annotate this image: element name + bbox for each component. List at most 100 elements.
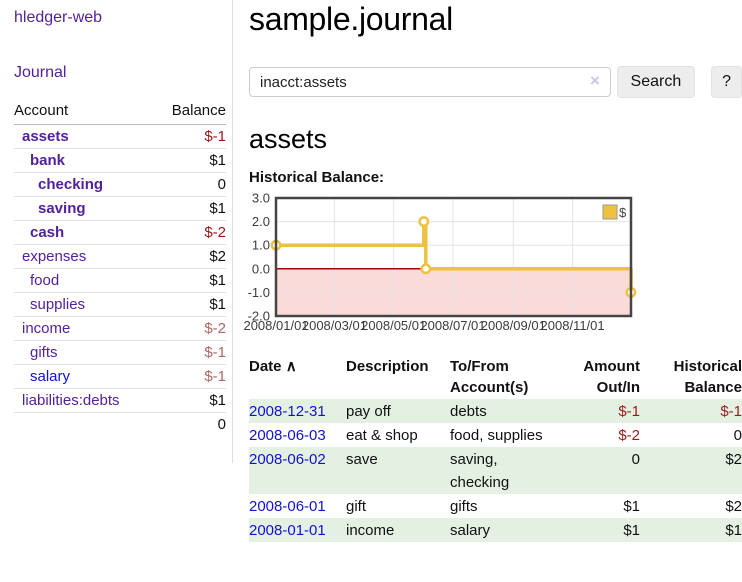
account-row: cash $-2 [14, 220, 226, 245]
register-body: 2008-12-31 pay off debts $-1 $-1 2008-06-03 ea… [249, 399, 742, 542]
transaction-accounts: saving, checking [450, 451, 510, 491]
account-row: assets $-1 [14, 124, 226, 149]
clear-search-icon[interactable]: × [590, 71, 600, 90]
transaction-description: eat & shop [346, 427, 418, 444]
transaction-accounts: food, supplies [450, 427, 543, 444]
sidebar: hledger-web Journal Account Balance asse… [0, 0, 233, 463]
transaction-description: save [346, 451, 378, 468]
register-col-description: Description [346, 358, 429, 375]
register-col-balance: Historical Balance [673, 358, 742, 396]
account-row: supplies $1 [14, 292, 226, 317]
sidebar-item-journal[interactable]: Journal [14, 64, 67, 81]
account-balance: $-1 [154, 340, 226, 365]
account-balance: $1 [154, 292, 226, 317]
transaction-balance: $2 [725, 451, 742, 468]
account-link-cash[interactable]: cash [30, 224, 65, 241]
svg-text:2008/07/01: 2008/07/01 [420, 318, 485, 333]
svg-text:2008/05/01: 2008/05/01 [361, 318, 426, 333]
register-row: 2008-06-01 gift gifts $1 $2 [249, 494, 742, 518]
account-balance: $1 [154, 388, 226, 413]
transaction-date-link[interactable]: 2008-12-31 [249, 403, 326, 420]
transaction-balance: $-1 [720, 403, 742, 420]
transaction-date-link[interactable]: 2008-01-01 [249, 522, 326, 539]
account-link-salary[interactable]: salary [30, 368, 71, 385]
register-row: 2008-06-02 save saving, checking 0 $2 [249, 447, 742, 494]
register-row: 2008-01-01 income salary $1 $1 [249, 518, 742, 542]
accounts-total-row: 0 [14, 412, 226, 436]
account-balance: 0 [154, 172, 226, 197]
account-link-checking[interactable]: checking [38, 176, 104, 193]
transaction-description: pay off [346, 403, 391, 420]
accounts-body: assets $-1 bank $1 checking 0 saving $1 cash $-2 e… [14, 124, 226, 436]
transaction-accounts: gifts [450, 498, 478, 515]
account-link-saving[interactable]: saving [38, 200, 86, 217]
account-link-assets[interactable]: assets [22, 128, 69, 145]
account-balance: $1 [154, 196, 226, 221]
account-row: food $1 [14, 268, 226, 293]
account-link-gifts[interactable]: gifts [30, 344, 58, 361]
svg-text:-1.0: -1.0 [248, 285, 270, 300]
account-link-food[interactable]: food [30, 272, 60, 289]
search-button[interactable]: Search [616, 66, 696, 98]
svg-text:2.0: 2.0 [252, 214, 270, 229]
account-link-income[interactable]: income [22, 320, 71, 337]
account-row: checking 0 [14, 172, 226, 197]
main-content: sample.journal × Search ? assets Histori… [243, 0, 742, 542]
transaction-amount: $-1 [618, 403, 640, 420]
account-balance: $1 [154, 148, 226, 173]
account-link-bank[interactable]: bank [30, 152, 66, 169]
transaction-description: income [346, 522, 395, 539]
account-row: expenses $2 [14, 244, 226, 269]
account-balance: $1 [154, 268, 226, 293]
account-balance: $-2 [154, 316, 226, 341]
page-title: sample.journal [249, 1, 453, 37]
account-row: salary $-1 [14, 364, 226, 389]
search-form: × Search ? [249, 66, 742, 98]
account-row: bank $1 [14, 148, 226, 173]
transaction-date-link[interactable]: 2008-06-02 [249, 451, 326, 468]
svg-text:1.0: 1.0 [252, 238, 270, 253]
svg-text:3.0: 3.0 [252, 191, 270, 206]
accounts-table: Account Balance assets $-1 bank $1 checking 0… [14, 102, 226, 436]
transaction-description: gift [346, 498, 367, 515]
transaction-balance: 0 [733, 427, 742, 444]
account-balance: $2 [154, 244, 226, 269]
account-heading: assets [249, 124, 328, 154]
account-link-expenses[interactable]: expenses [22, 248, 87, 265]
svg-text:2008/09/01: 2008/09/01 [481, 318, 546, 333]
register-row: 2008-12-31 pay off debts $-1 $-1 [249, 399, 742, 423]
account-link-liabilities-debts[interactable]: liabilities:debts [22, 392, 120, 409]
svg-text:0.0: 0.0 [252, 261, 270, 276]
transaction-balance: $2 [725, 498, 742, 515]
chart-title: Historical Balance: [249, 169, 385, 186]
brand-link[interactable]: hledger-web [14, 9, 103, 26]
svg-text:$: $ [619, 205, 627, 220]
register-col-accounts: To/From Account(s) [450, 358, 529, 396]
transaction-amount: $-2 [618, 427, 640, 444]
accounts-col-account: Account [14, 102, 155, 125]
account-row: income $-2 [14, 316, 226, 341]
register-row: 2008-06-03 eat & shop food, supplies $-2 0 [249, 423, 742, 447]
transaction-amount: 0 [631, 451, 640, 468]
transaction-accounts: salary [450, 522, 491, 539]
account-balance: $-1 [154, 364, 226, 389]
register-col-date: Date ∧ [249, 358, 297, 375]
transaction-amount: $1 [623, 498, 640, 515]
sort-ascending-icon: ∧ [285, 358, 297, 375]
transaction-amount: $1 [623, 522, 640, 539]
register-table: Date ∧ Description To/From Account(s) Am… [249, 355, 742, 542]
account-link-supplies[interactable]: supplies [30, 296, 86, 313]
svg-text:2008/01/01: 2008/01/01 [243, 318, 308, 333]
historical-balance-chart: 3.0 2.0 1.0 0.0 -1.0 -2.02008/01/012008/03/01… [243, 191, 637, 333]
help-button[interactable]: ? [711, 66, 742, 98]
account-row: saving $1 [14, 196, 226, 221]
search-input[interactable] [249, 67, 611, 97]
transaction-date-link[interactable]: 2008-06-03 [249, 427, 326, 444]
accounts-col-balance: Balance [154, 102, 226, 125]
svg-text:-2.0: -2.0 [248, 309, 270, 324]
transaction-date-link[interactable]: 2008-06-01 [249, 498, 326, 515]
transaction-accounts: debts [450, 403, 487, 420]
account-balance: $-1 [154, 124, 226, 149]
account-row: gifts $-1 [14, 340, 226, 365]
svg-text:2008/11/01: 2008/11/01 [541, 318, 605, 333]
